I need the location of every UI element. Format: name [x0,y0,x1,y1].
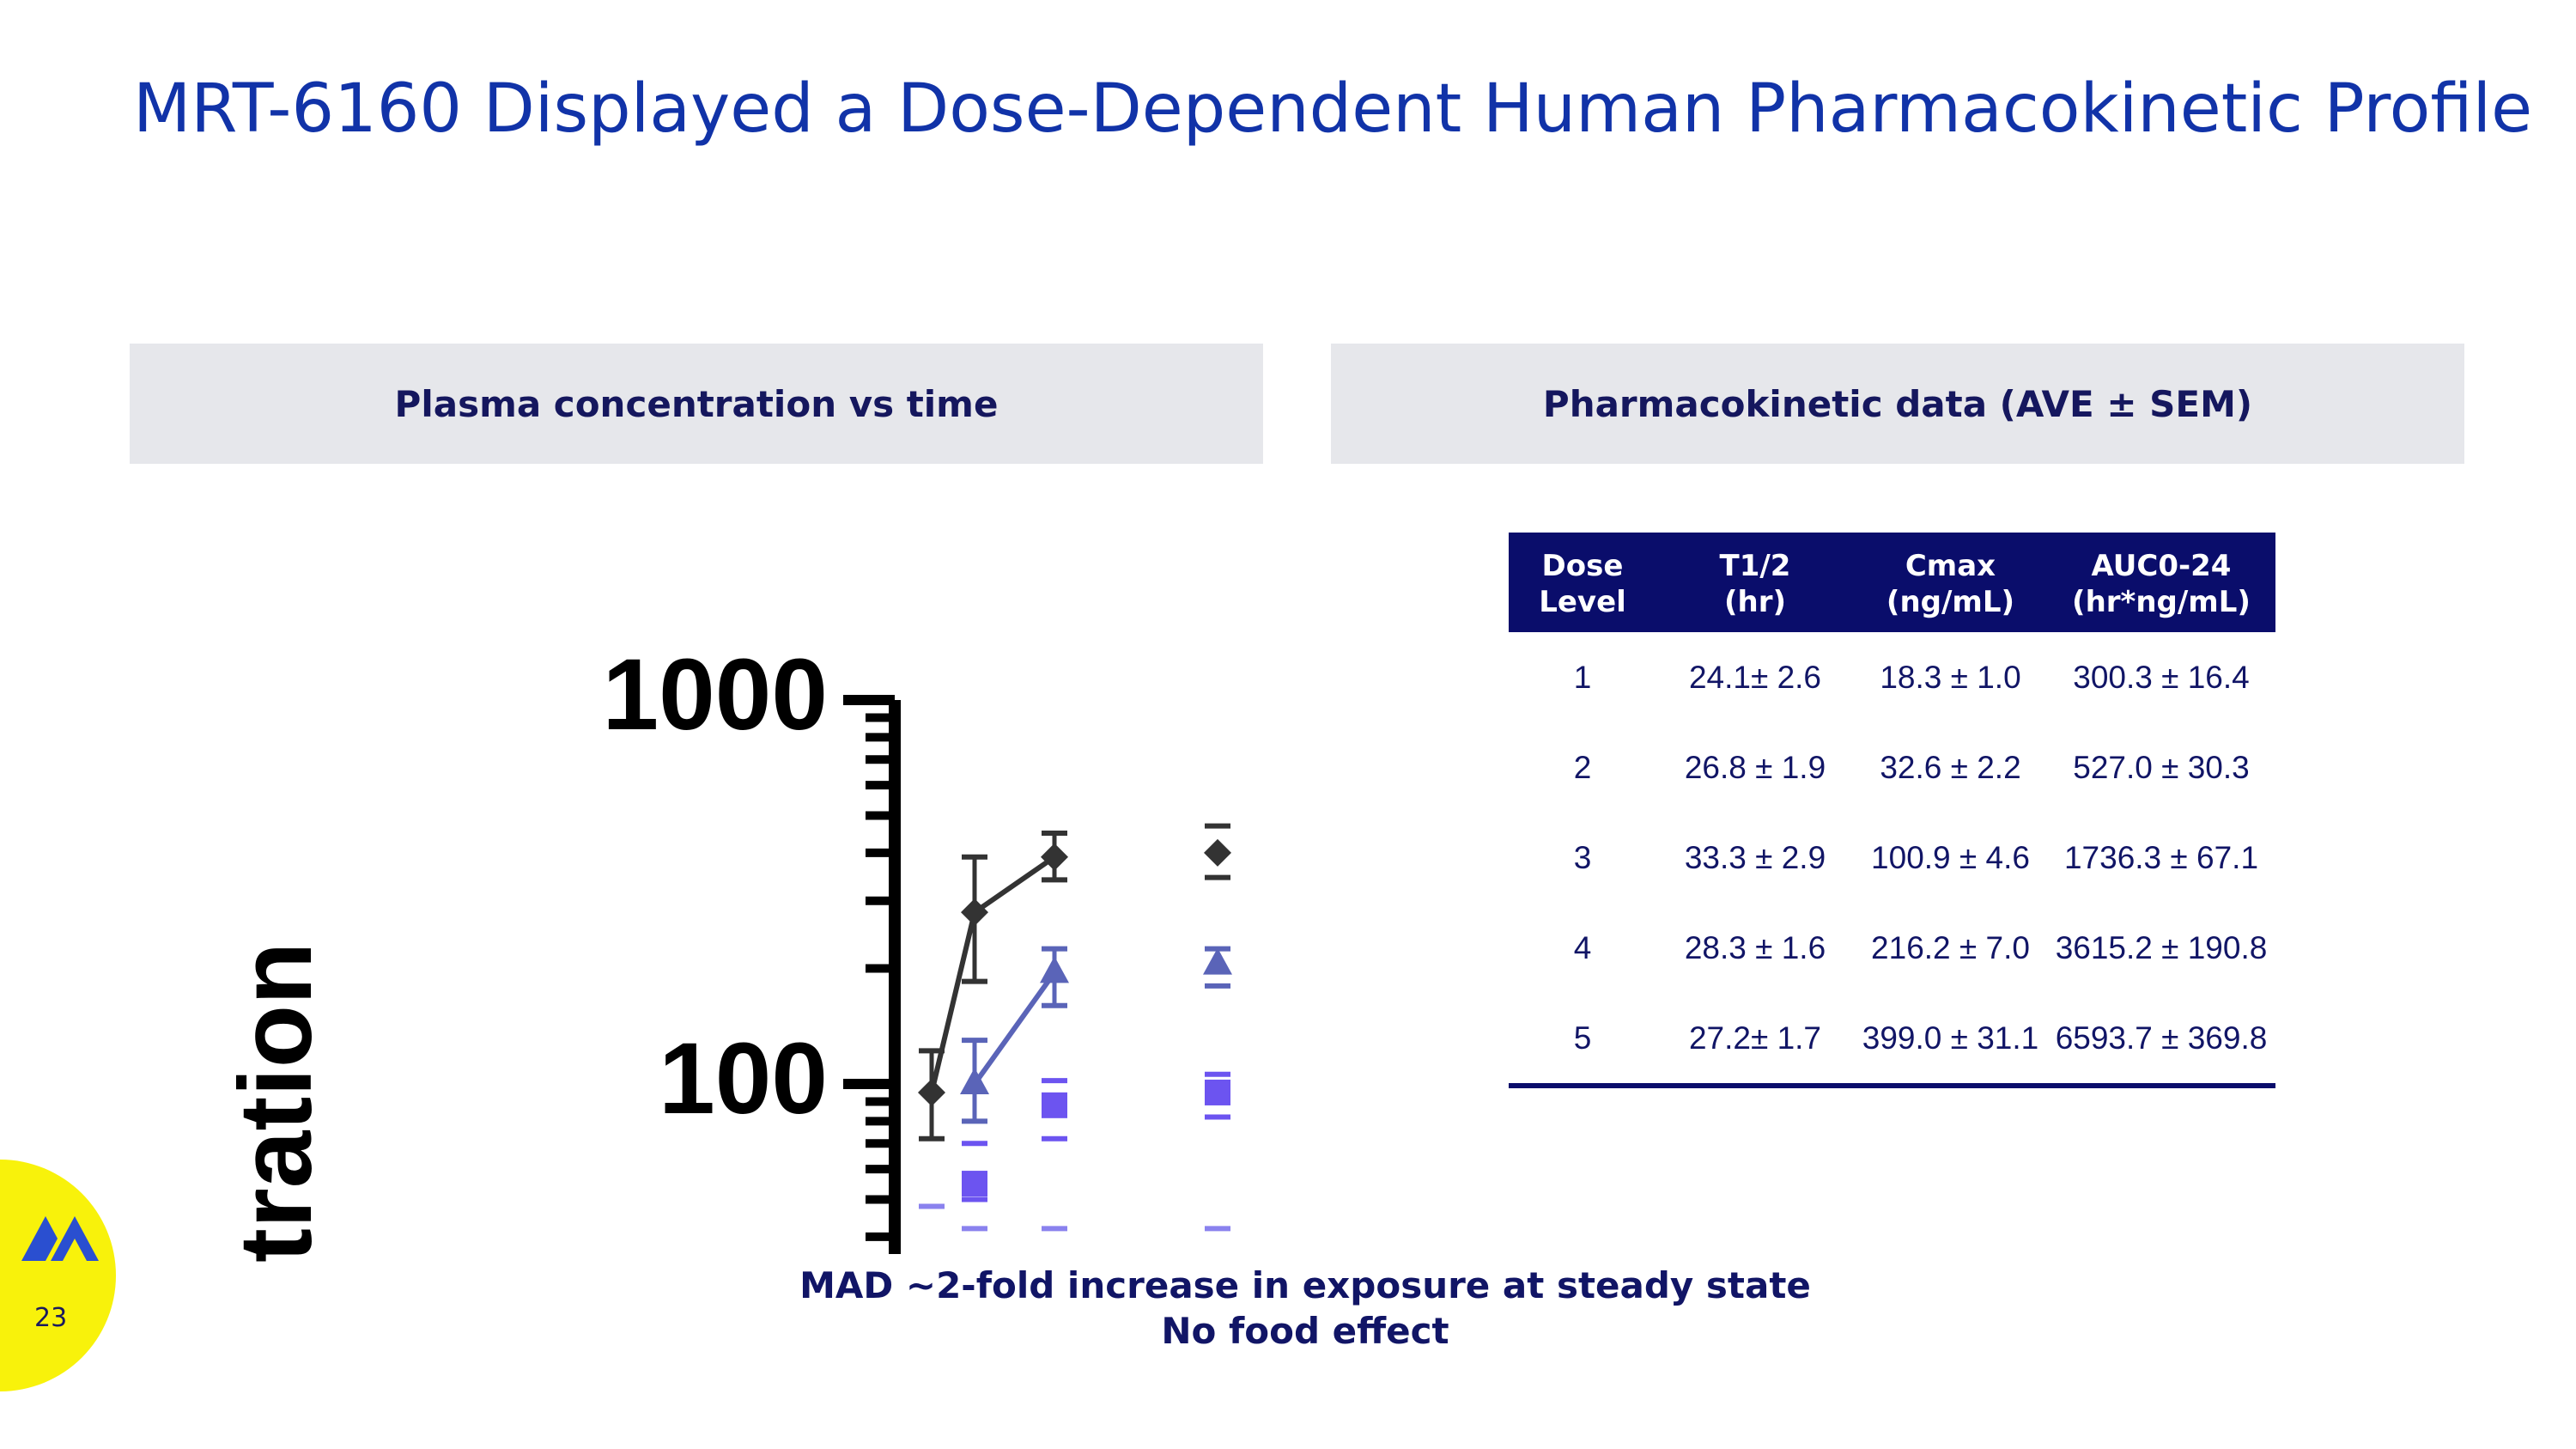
cell-dose: 3 [1573,839,1592,875]
table-row: 4 28.3 ± 1.6 216.2 ± 7.0 3615.2 ± 190.8 [1509,903,2275,993]
cell-dose: 2 [1573,749,1592,785]
data-point-blue [960,1068,989,1094]
cell-auc: 3615.2 ± 190.8 [2055,929,2268,965]
table-row: 3 33.3 ± 2.9 100.9 ± 4.6 1736.3 ± 67.1 [1509,813,2275,903]
col-header-cmax: Cmax (ng/mL) [1854,533,2047,632]
cell-auc: 527.0 ± 30.3 [2073,749,2250,785]
data-point-dark [918,1078,945,1106]
data-point-dark [1041,843,1068,871]
data-point-purple [962,1171,987,1197]
cell-t-half: 26.8 ± 1.9 [1684,749,1826,785]
cell-auc: 1736.3 ± 67.1 [2063,839,2259,875]
cell-auc: 6593.7 ± 369.8 [2047,993,2275,1088]
cell-cmax: 100.9 ± 4.6 [1871,839,2030,875]
cell-cmax: 32.6 ± 2.2 [1880,749,2021,785]
data-point-purple [1042,1092,1067,1118]
page-number: 23 [34,1303,68,1333]
cell-t-half: 27.2± 1.7 [1656,993,1854,1088]
logo-shape-left [21,1216,58,1261]
cell-t-half: 28.3 ± 1.6 [1684,929,1826,965]
table-header-row: Dose Level T1/2 (hr) Cmax (ng/mL) AUC0-2… [1509,533,2275,632]
cell-cmax: 18.3 ± 1.0 [1880,659,2021,695]
logo-shape-right [51,1216,99,1261]
col-header-t-half: T1/2 (hr) [1656,533,1854,632]
data-point-dark [961,898,988,927]
series-line-blue [972,971,1057,1086]
pk-data-table: Dose Level T1/2 (hr) Cmax (ng/mL) AUC0-2… [1509,533,2275,1088]
col-header-auc: AUC0-24 (hr*ng/mL) [2047,533,2275,632]
cell-t-half: 33.3 ± 2.9 [1684,839,1826,875]
cell-dose: 5 [1509,993,1656,1088]
cell-cmax: 216.2 ± 7.0 [1871,929,2030,965]
data-point-blue [1203,947,1232,975]
cell-t-half: 24.1± 2.6 [1688,659,1822,695]
table-row: 5 27.2± 1.7 399.0 ± 31.1 6593.7 ± 369.8 [1509,993,2275,1088]
plot-panel-header: Plasma concentration vs time [130,344,1263,464]
cell-cmax: 399.0 ± 31.1 [1854,993,2047,1088]
company-logo-icon [21,1216,99,1261]
page-title: MRT-6160 Displayed a Dose-Dependent Huma… [133,70,2533,148]
data-point-dark [1204,838,1231,867]
data-point-purple [1205,1079,1230,1105]
y-tick-label: 1000 [602,638,828,752]
cell-auc: 300.3 ± 16.4 [2073,659,2250,695]
cell-dose: 4 [1573,929,1592,965]
table-row: 2 26.8 ± 1.9 32.6 ± 2.2 527.0 ± 30.3 [1509,722,2275,813]
col-header-dose-level: Dose Level [1509,533,1656,632]
cell-dose: 1 [1573,659,1592,695]
data-point-blue [1040,956,1069,983]
caption-exposure: MAD ~2-fold increase in exposure at stea… [799,1264,1811,1306]
y-tick-label: 100 [659,1022,828,1135]
caption-food-effect: No food effect [1161,1310,1449,1352]
table-panel-header: Pharmacokinetic data (AVE ± SEM) [1331,344,2464,464]
y-axis-label: tration [218,942,333,1263]
table-row: 1 24.1± 2.6 18.3 ± 1.0 300.3 ± 16.4 [1509,632,2275,722]
